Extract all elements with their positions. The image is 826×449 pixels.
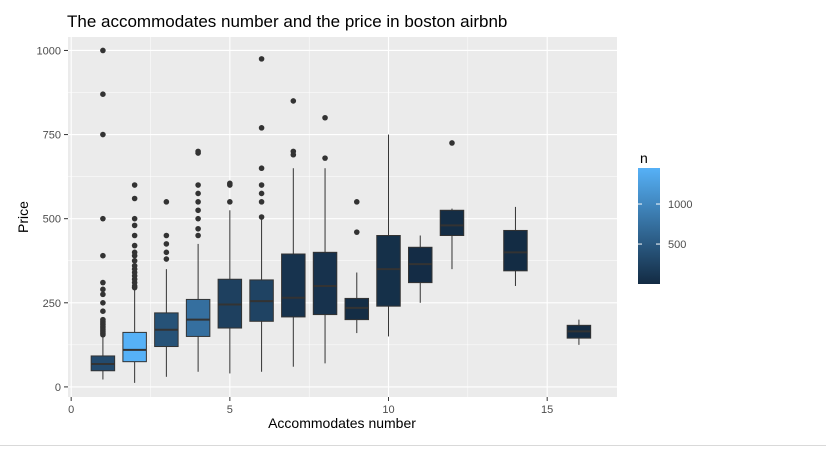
outlier-point	[195, 148, 201, 155]
boxes	[90, 47, 592, 383]
box-group	[408, 235, 433, 303]
box	[439, 209, 465, 237]
x-tick-label: 15	[541, 404, 553, 416]
box	[376, 235, 401, 307]
outlier-point	[100, 316, 106, 323]
outlier-point	[258, 125, 265, 131]
outlier-point	[258, 214, 265, 220]
box	[503, 229, 528, 272]
legend-ticks: 500 1000	[638, 199, 692, 251]
box-group	[503, 206, 528, 286]
box	[312, 251, 338, 316]
box-group	[90, 47, 116, 380]
box-group	[249, 56, 274, 372]
y-axis: 0 250 500 750 1000	[37, 45, 68, 394]
box	[281, 253, 306, 318]
box	[344, 297, 370, 321]
legend: n 500 1000	[638, 150, 692, 284]
x-tick-label: 10	[382, 404, 394, 416]
outlier-point	[163, 199, 170, 205]
legend-title: n	[640, 150, 648, 166]
outlier-point	[195, 182, 201, 188]
outlier-point	[353, 199, 360, 205]
outlier-point	[131, 232, 138, 239]
outlier-point	[163, 241, 170, 247]
x-axis: 0 5 10 15	[68, 397, 553, 416]
outlier-point	[100, 299, 106, 306]
y-axis-label: Price	[15, 201, 31, 233]
outlier-point	[100, 291, 106, 298]
outlier-point	[100, 91, 106, 97]
y-tick-label: 1000	[37, 45, 61, 57]
outlier-point	[100, 47, 106, 54]
chart-title: The accommodates number and the price in…	[67, 12, 507, 31]
legend-colorbar	[638, 168, 660, 284]
outlier-point	[195, 199, 201, 205]
outlier-point	[131, 242, 138, 249]
box-group	[122, 182, 147, 383]
outlier-point	[131, 195, 138, 202]
outlier-point	[131, 222, 138, 229]
outlier-point	[163, 256, 170, 262]
y-tick-label: 0	[55, 382, 61, 394]
outlier-point	[258, 165, 265, 172]
box	[122, 331, 147, 363]
outlier-point	[449, 140, 455, 146]
outlier-point	[258, 199, 265, 205]
outlier-point	[322, 114, 328, 121]
outlier-point	[195, 232, 201, 239]
outlier-point	[100, 215, 106, 222]
outlier-point	[163, 249, 170, 256]
outlier-point	[131, 249, 138, 256]
x-axis-label: Accommodates number	[268, 415, 416, 431]
outlier-point	[100, 131, 106, 138]
y-tick-label: 500	[43, 214, 61, 226]
outlier-point	[195, 215, 201, 222]
outlier-point	[290, 148, 297, 155]
outlier-point	[353, 229, 360, 235]
outlier-point	[100, 279, 106, 286]
page-divider	[0, 445, 826, 446]
box-group	[185, 148, 211, 372]
box-group	[217, 180, 243, 374]
box-group	[566, 319, 592, 345]
outlier-point	[131, 262, 138, 269]
box-group	[344, 199, 370, 334]
outlier-point	[290, 98, 297, 104]
outlier-point	[163, 232, 170, 239]
legend-tick-label: 500	[668, 239, 686, 251]
x-tick-label: 5	[227, 404, 233, 416]
x-tick-label: 0	[68, 404, 74, 416]
box-group	[376, 134, 401, 337]
box-group	[154, 199, 179, 377]
outlier-point	[131, 257, 138, 264]
outlier-point	[322, 155, 328, 161]
box-group	[312, 114, 338, 364]
outlier-point	[227, 180, 233, 187]
outlier-point	[131, 215, 138, 222]
y-tick-label: 250	[43, 298, 61, 310]
outlier-point	[100, 308, 106, 315]
box-group	[439, 140, 465, 270]
outlier-point	[131, 182, 138, 188]
outlier-point	[195, 207, 201, 214]
outlier-point	[258, 56, 265, 62]
outlier-point	[100, 252, 106, 259]
outlier-point	[100, 286, 106, 293]
outlier-point	[227, 199, 233, 205]
outlier-point	[258, 182, 265, 188]
outlier-point	[195, 190, 201, 197]
legend-tick-label: 1000	[668, 199, 692, 211]
outlier-point	[195, 225, 201, 232]
outlier-point	[258, 190, 265, 197]
box-group	[281, 98, 306, 367]
box	[185, 298, 211, 337]
y-tick-label: 750	[43, 130, 61, 142]
